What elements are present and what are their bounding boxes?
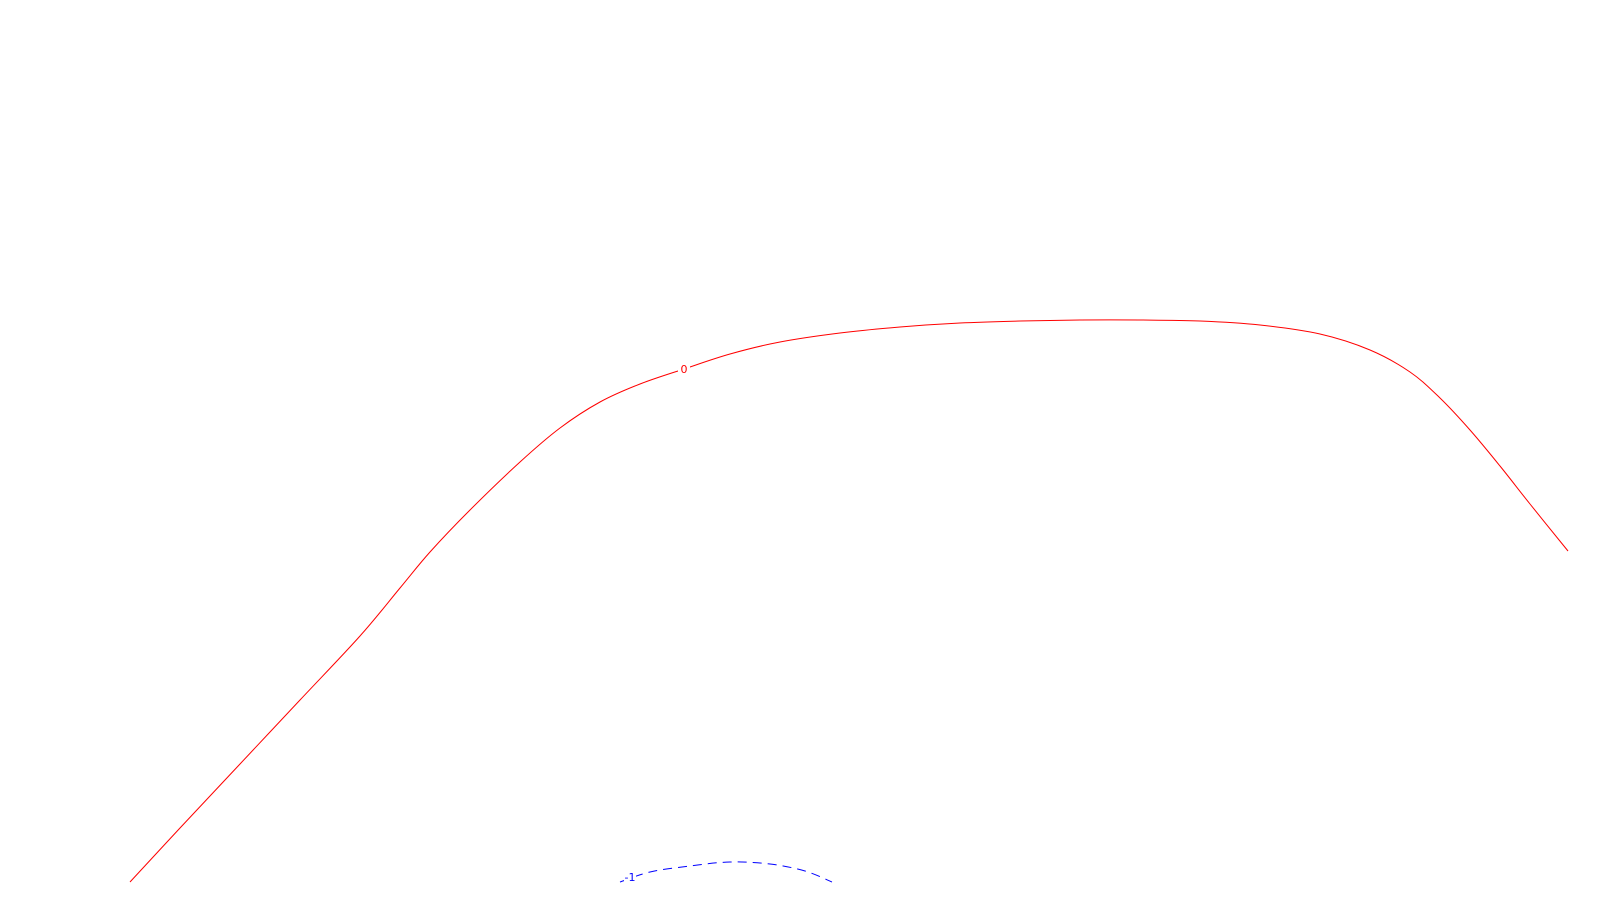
contour-label-level--1: -1 xyxy=(625,871,636,884)
contour-line-level-0 xyxy=(129,319,1569,883)
contour-label-level-0: 0 xyxy=(681,363,688,376)
contour-label-background xyxy=(678,364,690,375)
contour-label-background xyxy=(624,872,636,883)
contour-line-level--1 xyxy=(619,861,833,883)
